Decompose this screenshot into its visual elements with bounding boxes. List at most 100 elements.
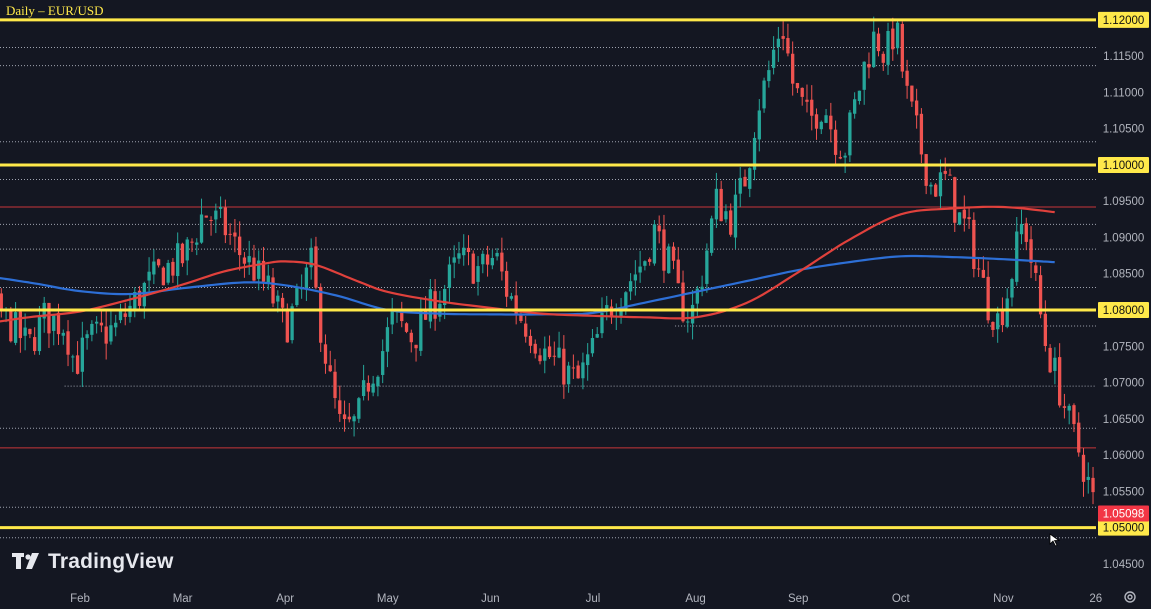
candle-down — [729, 210, 733, 235]
candle-up — [714, 188, 719, 220]
key-level-price-tag — [1098, 302, 1149, 319]
candle-up — [13, 312, 18, 343]
time-tick-label: Oct — [892, 593, 911, 605]
moving-average-red-line — [0, 205, 1055, 323]
candle-up — [543, 348, 547, 361]
candle-down — [104, 326, 108, 344]
candle-down — [514, 295, 518, 315]
candle-down — [1058, 357, 1062, 406]
candle-up — [385, 327, 390, 352]
candle-up — [133, 292, 137, 309]
candle-down — [504, 270, 509, 297]
candle-up — [276, 295, 280, 302]
candle-down — [524, 323, 528, 337]
candle-up — [872, 31, 876, 68]
candle-up — [381, 351, 385, 375]
candle-up — [862, 61, 866, 90]
mouse-cursor-icon — [1049, 533, 1061, 547]
candle-down — [47, 302, 51, 334]
candle-down — [414, 344, 418, 349]
candle-up — [605, 305, 609, 311]
candle-down — [423, 308, 428, 320]
price-tick-label: 1.10500 — [1103, 124, 1145, 136]
candle-down — [781, 36, 785, 39]
candle-down — [519, 314, 523, 321]
candle-up — [185, 239, 189, 261]
time-tick-label: Nov — [993, 593, 1014, 605]
tradingview-logo[interactable]: TradingView — [12, 550, 174, 574]
candle-up — [667, 246, 671, 274]
candle-up — [581, 362, 585, 379]
candle-down — [466, 247, 471, 253]
candle-up — [848, 112, 852, 156]
price-tick-label: 1.09000 — [1103, 232, 1145, 244]
candle-up — [938, 172, 943, 197]
candle-down — [671, 246, 676, 261]
candle-down — [209, 219, 213, 221]
candle-up — [886, 30, 890, 65]
candle-up — [23, 327, 27, 336]
candle-down — [261, 260, 266, 282]
candle-down — [500, 252, 504, 272]
candle-up — [1086, 476, 1090, 480]
candle-up — [586, 354, 590, 366]
candle-down — [190, 241, 194, 243]
candle-down — [991, 321, 995, 330]
candle-up — [929, 184, 933, 187]
candle-down — [314, 246, 318, 288]
candle-down — [56, 312, 61, 335]
candle-down — [404, 323, 409, 332]
candle-down — [953, 177, 957, 223]
price-tick-label: 1.05500 — [1103, 486, 1145, 498]
candle-down — [833, 129, 838, 155]
candle-down — [75, 355, 80, 374]
candle-up — [352, 416, 356, 422]
tradingview-logo-text: TradingView — [48, 550, 174, 573]
candle-down — [528, 335, 533, 346]
candle-up — [214, 210, 218, 220]
candle-down — [791, 53, 795, 84]
candle-down — [976, 268, 981, 270]
candle-down — [409, 332, 413, 343]
key-level-price-tag — [1098, 156, 1149, 173]
candle-down — [171, 261, 175, 276]
candle-down — [238, 236, 242, 256]
candle-down — [319, 286, 323, 343]
candle-down — [285, 309, 289, 343]
candle-down — [562, 348, 566, 385]
key-level-price-label: 1.05000 — [1103, 523, 1145, 535]
candle-up — [266, 275, 270, 283]
candle-down — [972, 219, 976, 269]
price-tick-label: 1.08500 — [1103, 269, 1145, 281]
candle-down — [838, 157, 843, 159]
price-tick-label: 1.06500 — [1103, 414, 1145, 426]
candle-up — [295, 286, 299, 306]
candle-down — [948, 174, 952, 176]
price-tick-label: 1.07500 — [1103, 341, 1145, 353]
candle-down — [333, 371, 337, 399]
candle-up — [218, 206, 223, 209]
candle-down — [829, 115, 833, 130]
candle-up — [495, 252, 499, 257]
candle-down — [609, 306, 614, 317]
candle-up — [619, 307, 623, 318]
candle-up — [853, 99, 857, 114]
candle-up — [247, 256, 251, 263]
candle-up — [566, 365, 571, 385]
candle-down — [552, 355, 556, 357]
candle-down — [914, 100, 919, 116]
key-level-price-tag — [1098, 519, 1149, 536]
price-tick-label: 1.04500 — [1103, 559, 1145, 571]
candle-down — [805, 99, 809, 102]
candle-up — [724, 211, 728, 220]
candle-down — [910, 85, 914, 102]
candle-up — [695, 288, 699, 304]
candle-down — [538, 355, 542, 362]
candle-up — [771, 49, 776, 68]
settings-icon[interactable] — [1123, 590, 1137, 604]
candle-up — [152, 261, 156, 275]
price-axis: 1.12000 1.11500 1.11000 1.10500 1.10000 1.095… — [1096, 0, 1151, 609]
candle-down — [347, 416, 351, 420]
candle-up — [738, 177, 742, 194]
